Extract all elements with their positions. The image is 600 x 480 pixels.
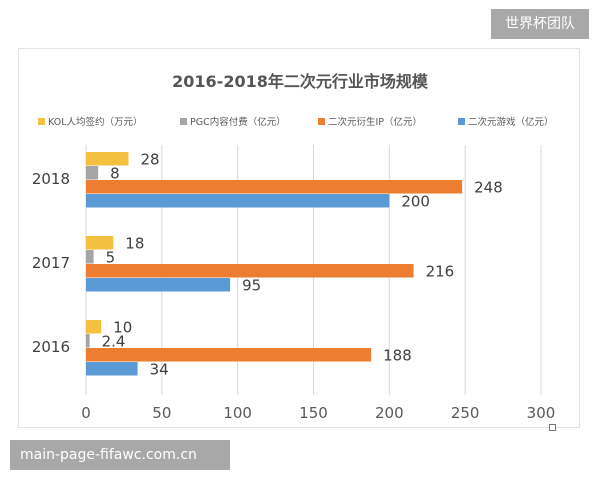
x-tick-label: 300 [527, 404, 556, 422]
legend-item: PGC内容付费（亿元） [180, 116, 286, 128]
legend-swatch [38, 118, 45, 125]
x-tick-label: 200 [375, 404, 404, 422]
bar-value-label: 34 [150, 361, 169, 379]
legend-label: KOL人均签约（万元） [48, 116, 142, 128]
chart-title: 2016-2018年二次元行业市场规模 [172, 72, 429, 91]
bar-value-label: 18 [125, 235, 144, 253]
bar-value-label: 5 [106, 249, 116, 267]
bar [86, 180, 463, 194]
bar [86, 362, 138, 376]
bar-value-label: 10 [113, 319, 132, 337]
x-tick-label: 50 [152, 404, 171, 422]
x-tick-label: 250 [451, 404, 480, 422]
legend-item: 二次元衍生IP（亿元） [318, 116, 422, 128]
legend: KOL人均签约（万元） PGC内容付费（亿元） 二次元衍生IP（亿元） 二次元游戏（亿… [38, 116, 554, 128]
bar-value-label: 95 [242, 277, 261, 295]
bar [86, 320, 102, 334]
legend-item: KOL人均签约（万元） [38, 116, 142, 128]
bar [86, 166, 99, 180]
legend-label: 二次元游戏（亿元） [468, 116, 554, 128]
bar [86, 236, 114, 250]
category-label: 2018 [32, 170, 70, 188]
bar [86, 250, 94, 264]
category-label: 2017 [32, 254, 70, 272]
x-tick-label: 0 [81, 404, 91, 422]
legend-item: 二次元游戏（亿元） [458, 116, 554, 128]
legend-label: PGC内容付费（亿元） [190, 116, 286, 128]
watermark-top: 世界杯团队 [491, 9, 589, 39]
chart-frame [18, 48, 580, 428]
legend-swatch [318, 118, 325, 125]
bar-value-label: 200 [401, 193, 430, 211]
bar [86, 152, 129, 166]
watermark-bottom: main-page-fifawc.com.cn [10, 440, 230, 470]
bar [86, 264, 414, 278]
bar [86, 194, 390, 208]
bar-value-label: 188 [383, 347, 412, 365]
bar [86, 348, 372, 362]
value-labels: 102.4 188 34 18 5 216 95 28 8 248 200 [102, 151, 503, 379]
small-square-icon [549, 424, 556, 431]
bar-value-label: 248 [474, 179, 503, 197]
legend-swatch [458, 118, 465, 125]
bar-value-label: 2.4 [102, 333, 126, 351]
category-label: 2016 [32, 338, 70, 356]
category-labels: 2016 2017 2018 [32, 170, 70, 356]
bar [86, 278, 231, 292]
tick-labels: 0 50 100 150 200 250 300 [81, 404, 555, 422]
bar-value-label: 28 [140, 151, 159, 169]
bar [86, 334, 90, 348]
bar-value-label: 216 [426, 263, 455, 281]
bars [86, 152, 463, 376]
x-tick-label: 150 [299, 404, 328, 422]
bar-value-label: 8 [110, 165, 120, 183]
legend-swatch [180, 118, 187, 125]
legend-label: 二次元衍生IP（亿元） [328, 116, 422, 128]
x-tick-label: 100 [223, 404, 252, 422]
